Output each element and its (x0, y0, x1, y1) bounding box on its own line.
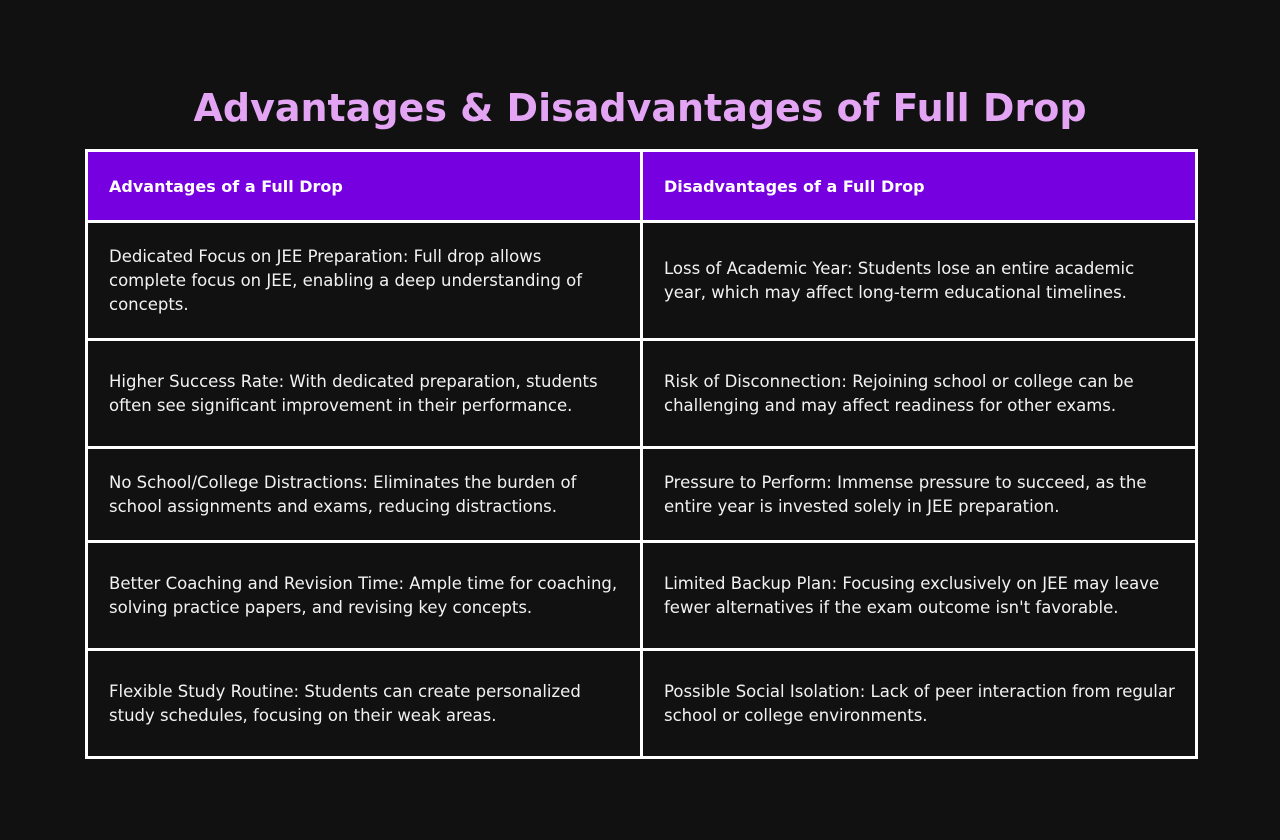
table-row: Flexible Study Routine: Students can cre… (85, 648, 1198, 759)
table-row: Higher Success Rate: With dedicated prep… (85, 338, 1198, 449)
advantage-cell: Dedicated Focus on JEE Preparation: Full… (85, 220, 643, 341)
table-header-row: Advantages of a Full Drop Disadvantages … (85, 149, 1198, 223)
advantage-cell: Flexible Study Routine: Students can cre… (85, 648, 643, 759)
advantage-cell: No School/College Distractions: Eliminat… (85, 446, 643, 543)
disadvantage-cell: Limited Backup Plan: Focusing exclusivel… (640, 540, 1198, 651)
disadvantage-cell: Risk of Disconnection: Rejoining school … (640, 338, 1198, 449)
table-row: Dedicated Focus on JEE Preparation: Full… (85, 220, 1198, 341)
page-title: Advantages & Disadvantages of Full Drop (193, 86, 1087, 130)
table-row: No School/College Distractions: Eliminat… (85, 446, 1198, 543)
disadvantage-cell: Possible Social Isolation: Lack of peer … (640, 648, 1198, 759)
disadvantage-cell: Loss of Academic Year: Students lose an … (640, 220, 1198, 341)
table-row: Better Coaching and Revision Time: Ample… (85, 540, 1198, 651)
column-header-disadvantages: Disadvantages of a Full Drop (640, 149, 1198, 223)
column-header-advantages: Advantages of a Full Drop (85, 149, 643, 223)
advantage-cell: Better Coaching and Revision Time: Ample… (85, 540, 643, 651)
disadvantage-cell: Pressure to Perform: Immense pressure to… (640, 446, 1198, 543)
comparison-table: Advantages of a Full Drop Disadvantages … (85, 149, 1198, 759)
advantage-cell: Higher Success Rate: With dedicated prep… (85, 338, 643, 449)
